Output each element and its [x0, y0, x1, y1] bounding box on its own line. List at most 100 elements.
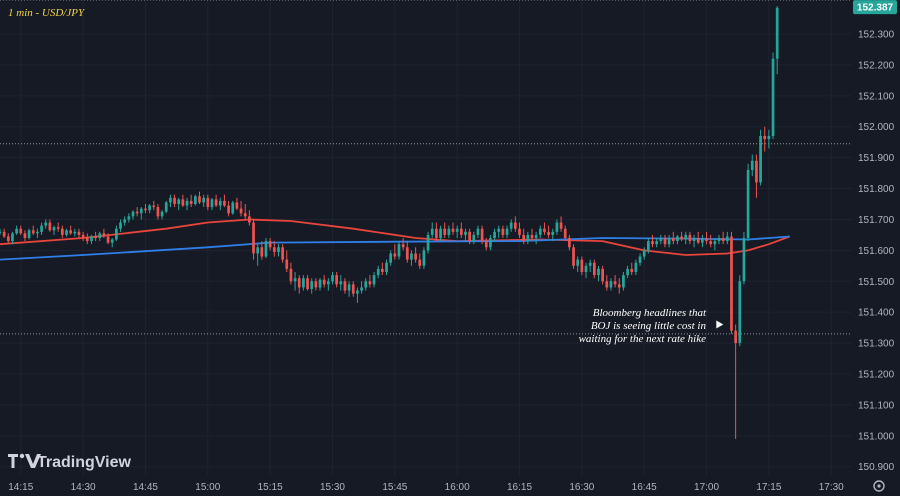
candle — [356, 287, 359, 303]
moving-average-line-2 — [0, 235, 790, 261]
candle-body — [40, 225, 43, 232]
annotation-line-1: Bloomberg headlines that — [593, 307, 707, 319]
candle-body — [701, 238, 704, 243]
time-tick-label: 16:45 — [632, 482, 657, 493]
horizontal-levels — [0, 0, 852, 335]
logo-dot-mark — [19, 453, 25, 459]
candle-body — [376, 268, 380, 276]
candle-body — [584, 265, 588, 272]
candle-body — [651, 241, 654, 245]
candle — [422, 247, 426, 269]
candle — [360, 281, 363, 294]
candle — [302, 275, 305, 291]
candle-body — [572, 247, 575, 266]
candle — [256, 244, 260, 266]
candle-body — [734, 330, 737, 344]
candle-body — [281, 247, 284, 260]
candle — [630, 262, 634, 276]
candle-body — [252, 222, 255, 254]
time-tick-label: 17:30 — [819, 482, 844, 493]
candle — [218, 197, 222, 211]
chart-title: 1 min - USD/JPY — [8, 7, 86, 19]
tradingview-logo[interactable] — [8, 453, 41, 468]
candle — [605, 275, 609, 291]
candle-body — [202, 197, 205, 203]
candle — [522, 228, 526, 245]
candle-body — [430, 228, 434, 235]
candle — [102, 228, 106, 238]
candle — [435, 222, 438, 242]
candle-body — [555, 222, 559, 232]
candle — [206, 194, 210, 211]
candle-body — [164, 202, 168, 212]
candle — [181, 194, 185, 208]
candle-body — [335, 275, 338, 285]
candle — [771, 52, 775, 140]
candle-body — [514, 222, 517, 229]
candle-body — [314, 281, 318, 288]
price-tick-label: 151.100 — [858, 400, 895, 411]
candle — [443, 222, 447, 238]
candle — [40, 222, 43, 235]
time-tick-label: 15:00 — [195, 482, 220, 493]
annotation: Bloomberg headlines that BOJ is seeing l… — [579, 307, 724, 345]
candle-body — [518, 228, 521, 235]
time-axis[interactable]: 14:15 14:30 14:45 15:00 15:15 15:30 15:45 16:00… — [8, 482, 844, 493]
candle-body — [775, 7, 779, 59]
candle — [642, 247, 646, 260]
candle — [617, 278, 621, 294]
candle-body — [206, 197, 210, 208]
time-tick-label: 16:15 — [507, 482, 532, 493]
candle-body — [580, 259, 584, 272]
candle — [310, 278, 314, 294]
candle — [322, 275, 326, 288]
candle-body — [185, 200, 189, 206]
candle-body — [223, 200, 226, 206]
candle-body — [613, 281, 617, 285]
price-tick-label: 151.900 — [858, 153, 895, 164]
time-tick-label: 14:15 — [8, 482, 33, 493]
candle — [459, 222, 463, 238]
candle — [480, 225, 484, 245]
candle — [173, 194, 176, 208]
candle-body — [260, 247, 264, 257]
candle — [115, 225, 118, 242]
candle — [314, 278, 318, 291]
candle-body — [85, 238, 89, 242]
price-axis[interactable]: 152.300 152.200 152.100 152.000 151.900 151.8… — [858, 30, 895, 474]
candle — [663, 234, 667, 248]
candle — [451, 222, 455, 235]
candle — [119, 219, 122, 232]
candle — [543, 222, 546, 235]
time-tick-label: 16:30 — [569, 482, 594, 493]
candle — [401, 238, 405, 251]
candle — [389, 250, 393, 266]
candle — [210, 197, 214, 211]
candle — [293, 272, 297, 291]
candle-body — [131, 211, 135, 217]
candle-body — [173, 197, 176, 204]
candle — [289, 262, 293, 285]
candle — [559, 216, 563, 232]
candle-body — [680, 236, 683, 240]
settings-gear-icon[interactable] — [873, 480, 885, 492]
candle — [193, 194, 197, 206]
candle — [530, 228, 534, 242]
candle — [576, 256, 580, 272]
candle-body — [73, 231, 77, 234]
candle-body — [160, 211, 164, 217]
candle-body — [181, 199, 185, 206]
time-tick-label: 17:15 — [756, 482, 781, 493]
candle — [655, 238, 659, 248]
candle-body — [27, 230, 31, 238]
candle — [493, 228, 496, 242]
candle — [509, 219, 513, 232]
candle-body — [177, 199, 181, 204]
candle — [464, 228, 467, 242]
candle — [763, 126, 767, 152]
candle-body — [771, 58, 775, 136]
candle — [746, 163, 750, 242]
candle-body — [746, 170, 750, 238]
candle-body — [435, 228, 438, 238]
